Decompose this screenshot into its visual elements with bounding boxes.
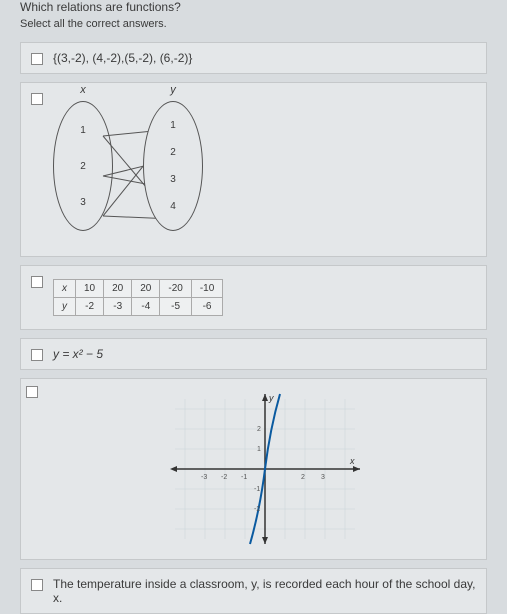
right-val-3: 3 [170,174,176,185]
table-cell: -5 [160,298,191,316]
y-axis-label: y [268,393,274,403]
left-val-2: 2 [80,161,86,172]
question-text: Which relations are functions? [20,0,487,14]
x-axis-label: x [349,456,355,466]
svg-text:-1: -1 [241,474,247,481]
right-oval: y 1 2 3 4 [143,101,203,231]
option-2-content: x 1 2 3 y 1 2 3 4 [53,91,476,241]
table-cell: -10 [191,280,222,298]
option-3[interactable]: x 10 20 20 -20 -10 y -2 -3 -4 -5 -6 [20,265,487,330]
option-1[interactable]: {(3,-2), (4,-2),(5,-2), (6,-2)} [20,42,487,74]
table-cell: x [54,280,76,298]
left-oval: x 1 2 3 [53,101,113,231]
svg-text:2: 2 [257,426,261,433]
checkbox-option-5[interactable] [26,386,38,398]
table-cell: -3 [104,298,132,316]
right-val-1: 1 [170,120,176,131]
svg-text:3: 3 [321,474,325,481]
svg-text:-2: -2 [254,506,260,513]
data-table: x 10 20 20 -20 -10 y -2 -3 -4 -5 -6 [53,279,223,316]
right-val-2: 2 [170,147,176,158]
svg-text:2: 2 [301,474,305,481]
table-cell: -4 [132,298,160,316]
svg-text:1: 1 [257,446,261,453]
table-cell: 20 [132,280,160,298]
table-cell: y [54,298,76,316]
checkbox-option-4[interactable] [31,349,43,361]
table-row: y -2 -3 -4 -5 -6 [54,298,223,316]
svg-text:-3: -3 [201,474,207,481]
graph-container: y x 2 1 -1 -2 -3 -2 -1 2 3 [165,389,365,549]
table-cell: 10 [76,280,104,298]
left-oval-label: x [80,84,86,96]
table-cell: -20 [160,280,191,298]
option-6-content: The temperature inside a classroom, y, i… [53,577,476,605]
option-5[interactable]: y x 2 1 -1 -2 -3 -2 -1 2 3 [20,378,487,560]
option-5-content: y x 2 1 -1 -2 -3 -2 -1 2 3 [48,384,481,554]
table-row: x 10 20 20 -20 -10 [54,280,223,298]
table-cell: -2 [76,298,104,316]
right-val-4: 4 [170,201,176,212]
mapping-diagram: x 1 2 3 y 1 2 3 4 [53,101,476,231]
checkbox-option-2[interactable] [31,93,43,105]
option-6[interactable]: The temperature inside a classroom, y, i… [20,568,487,614]
svg-text:-2: -2 [221,474,227,481]
option-2[interactable]: x 1 2 3 y 1 2 3 4 [20,82,487,257]
option-4[interactable]: y = x² − 5 [20,338,487,370]
checkbox-option-1[interactable] [31,53,43,65]
option-1-content: {(3,-2), (4,-2),(5,-2), (6,-2)} [53,51,476,65]
checkbox-option-3[interactable] [31,276,43,288]
table-cell: -6 [191,298,222,316]
instruction-text: Select all the correct answers. [20,18,487,30]
coordinate-graph: y x 2 1 -1 -2 -3 -2 -1 2 3 [165,389,365,549]
table-cell: 20 [104,280,132,298]
checkbox-option-6[interactable] [31,579,43,591]
svg-text:-1: -1 [254,486,260,493]
left-val-3: 3 [80,197,86,208]
left-val-1: 1 [80,125,86,136]
option-4-content: y = x² − 5 [53,347,476,361]
right-oval-label: y [170,84,176,96]
option-3-content: x 10 20 20 -20 -10 y -2 -3 -4 -5 -6 [53,274,476,321]
